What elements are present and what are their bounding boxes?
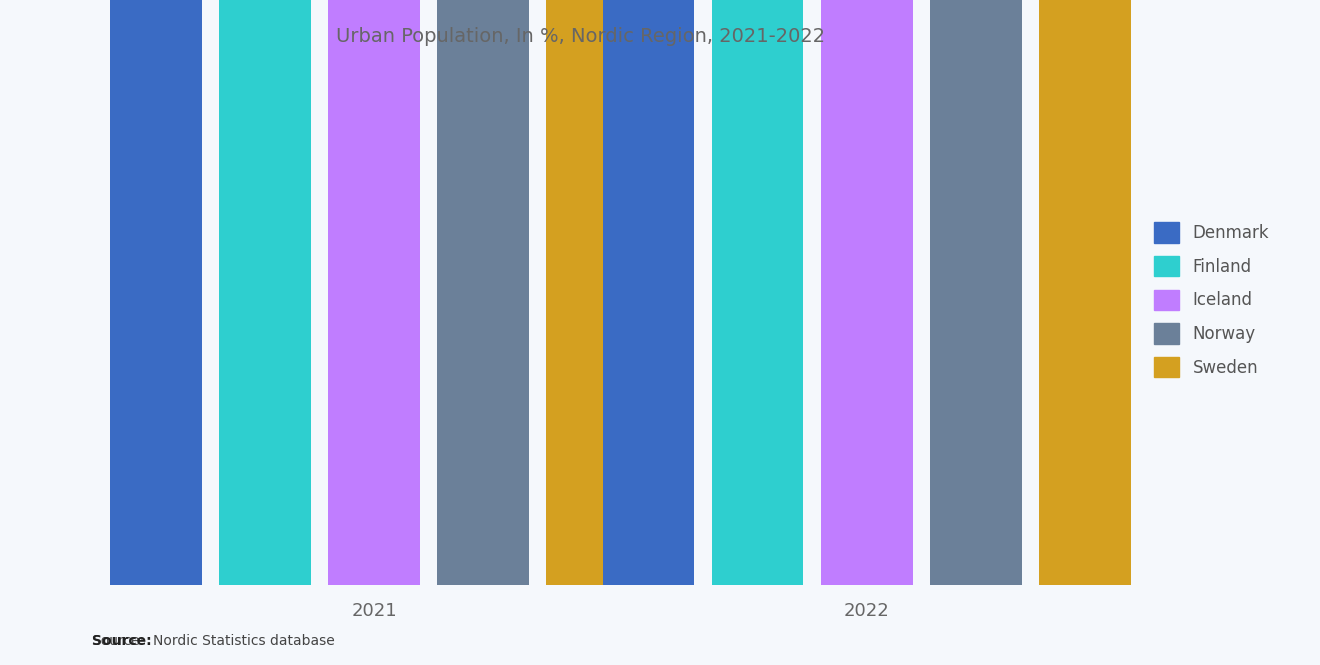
Bar	[437, 0, 529, 585]
Bar	[329, 0, 420, 585]
Bar	[1039, 0, 1131, 585]
Bar	[110, 0, 202, 585]
Bar	[711, 0, 804, 585]
Text: Source:: Source:	[92, 634, 152, 648]
Text: Urban Population, In %, Nordic Region, 2021-2022: Urban Population, In %, Nordic Region, 2…	[337, 27, 825, 46]
Legend: Denmark, Finland, Iceland, Norway, Sweden: Denmark, Finland, Iceland, Norway, Swede…	[1146, 214, 1278, 386]
Bar	[603, 0, 694, 585]
Bar	[821, 0, 912, 585]
Bar	[219, 0, 310, 585]
Bar	[931, 0, 1022, 585]
Bar	[546, 0, 638, 585]
Text: Source:  Nordic Statistics database: Source: Nordic Statistics database	[92, 634, 335, 648]
